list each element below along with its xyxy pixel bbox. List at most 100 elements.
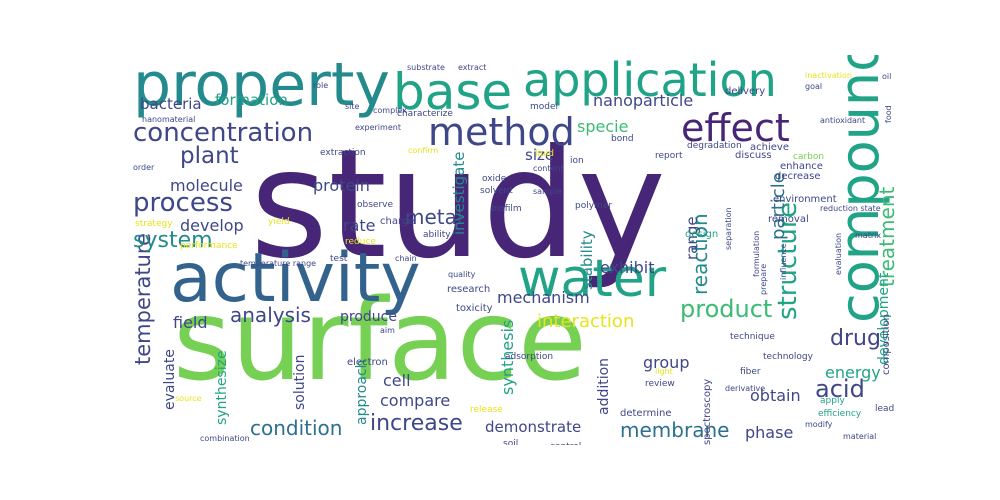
word-light: light bbox=[655, 367, 673, 376]
word-compare: compare bbox=[380, 391, 451, 410]
word-apply: apply bbox=[820, 396, 845, 406]
word-removal: removal bbox=[768, 214, 809, 225]
word-influence: influence bbox=[779, 243, 788, 280]
word-environment: environment bbox=[773, 194, 837, 205]
word-content: content bbox=[533, 164, 564, 173]
word-approach: approach bbox=[354, 359, 370, 425]
word-material: material bbox=[843, 432, 877, 441]
word-investigate: investigate bbox=[450, 151, 468, 235]
word-drug: drug bbox=[830, 326, 881, 351]
word-cloud: study surface activity property base applicat… bbox=[125, 55, 900, 445]
word-lead: lead bbox=[875, 404, 895, 414]
word-yield: yield bbox=[268, 217, 290, 227]
word-review: review bbox=[645, 379, 675, 389]
word-adsorption: adsorption bbox=[505, 352, 554, 362]
word-surface: surface bbox=[173, 276, 587, 406]
word-extract: extract bbox=[458, 63, 487, 72]
word-model: model bbox=[530, 102, 559, 112]
word-formation: formation bbox=[215, 91, 288, 109]
word-separation: separation bbox=[724, 207, 733, 250]
word-technology: technology bbox=[763, 352, 813, 362]
word-addition: addition bbox=[596, 357, 612, 415]
word-particle: particle bbox=[768, 172, 789, 240]
word-role: role bbox=[313, 81, 329, 90]
word-electron: electron bbox=[347, 357, 388, 368]
word-oxide: oxide bbox=[482, 174, 507, 184]
word-test: test bbox=[330, 254, 348, 264]
word-acid: acid bbox=[815, 375, 865, 403]
word-research: research bbox=[447, 284, 491, 295]
word-performance: performance bbox=[180, 241, 238, 251]
word-confirm: confirm bbox=[408, 146, 439, 155]
word-experiment: experiment bbox=[355, 123, 401, 132]
word-study: study bbox=[250, 118, 667, 292]
word-characterize: characterize bbox=[397, 109, 453, 119]
word-source: source bbox=[175, 394, 202, 403]
word-analysis: analysis bbox=[230, 303, 311, 327]
word-matrix: matrix bbox=[855, 231, 882, 240]
word-determine: determine bbox=[620, 408, 672, 419]
word-water: water bbox=[518, 249, 667, 309]
word-achieve: achieve bbox=[750, 142, 789, 153]
word-lipid: lipid bbox=[535, 149, 554, 159]
word-process: process bbox=[133, 188, 233, 218]
word-fiber: fiber bbox=[740, 367, 761, 377]
word-reduction-state: reduction state bbox=[820, 204, 881, 213]
word-complex: complex bbox=[373, 106, 407, 115]
word-prepare: prepare bbox=[759, 263, 768, 295]
word-report: report bbox=[655, 151, 683, 161]
word-increase: increase bbox=[370, 411, 463, 436]
word-decrease: decrease bbox=[775, 171, 821, 182]
word-delivery: delivery bbox=[725, 86, 766, 97]
word-system: system bbox=[133, 228, 213, 253]
word-release: release bbox=[470, 405, 503, 415]
word-exhibit: exhibit bbox=[600, 258, 655, 277]
word-extraction: extraction bbox=[320, 148, 366, 158]
word-field: field bbox=[173, 313, 208, 332]
word-molecule: molecule bbox=[170, 176, 243, 195]
word-ion: ion bbox=[570, 156, 584, 166]
word-quality: quality bbox=[448, 270, 476, 279]
word-modify: modify bbox=[805, 420, 833, 429]
word-nanoparticle: nanoparticle bbox=[593, 91, 694, 110]
word-protein: protein bbox=[313, 176, 370, 195]
word-product: product bbox=[680, 295, 773, 323]
word-method: method bbox=[428, 110, 575, 154]
word-activity: activity bbox=[170, 239, 421, 318]
word-nanomaterial: nanomaterial bbox=[142, 115, 196, 124]
word-stability: stability bbox=[578, 230, 596, 290]
word-inactivation: inactivation bbox=[805, 71, 852, 80]
word-plant: plant bbox=[180, 143, 239, 169]
word-composition: composition bbox=[881, 314, 892, 375]
word-efficiency: efficiency bbox=[818, 409, 862, 419]
word-substrate: substrate bbox=[407, 63, 445, 72]
word-bacteria: bacteria bbox=[140, 95, 202, 113]
word-design: design bbox=[685, 229, 719, 240]
word-solution: solution bbox=[292, 354, 308, 410]
word-carbon: carbon bbox=[793, 152, 825, 162]
word-specie: specie bbox=[577, 117, 629, 136]
word-charge: charge bbox=[380, 216, 415, 227]
word-mechanism: mechanism bbox=[497, 288, 590, 307]
word-biofilm: biofilm bbox=[491, 204, 522, 214]
word-group: group bbox=[643, 353, 690, 372]
word-sample: sample bbox=[533, 187, 563, 196]
word-toxicity: toxicity bbox=[456, 303, 493, 314]
word-membrane: membrane bbox=[620, 418, 730, 442]
word-polymer: polymer bbox=[575, 201, 613, 211]
word-ability: ability bbox=[423, 230, 451, 240]
word-oil: oil bbox=[882, 72, 892, 81]
word-reduce: reduce bbox=[345, 237, 376, 247]
word-combination: combination bbox=[200, 434, 250, 443]
word-soil: soil bbox=[503, 439, 519, 446]
word-degradation: degradation bbox=[687, 141, 742, 151]
word-solvent: solvent bbox=[480, 186, 513, 196]
word-evaluation: evaluation bbox=[834, 232, 843, 275]
word-temperature-range: temperature range bbox=[240, 259, 317, 268]
word-base: base bbox=[393, 63, 513, 121]
word-energy: energy bbox=[825, 363, 881, 382]
word-antioxidant: antioxidant bbox=[820, 116, 866, 125]
word-aim: aim bbox=[380, 326, 395, 335]
word-derivative: derivative bbox=[725, 384, 766, 393]
word-property: property bbox=[133, 55, 390, 120]
